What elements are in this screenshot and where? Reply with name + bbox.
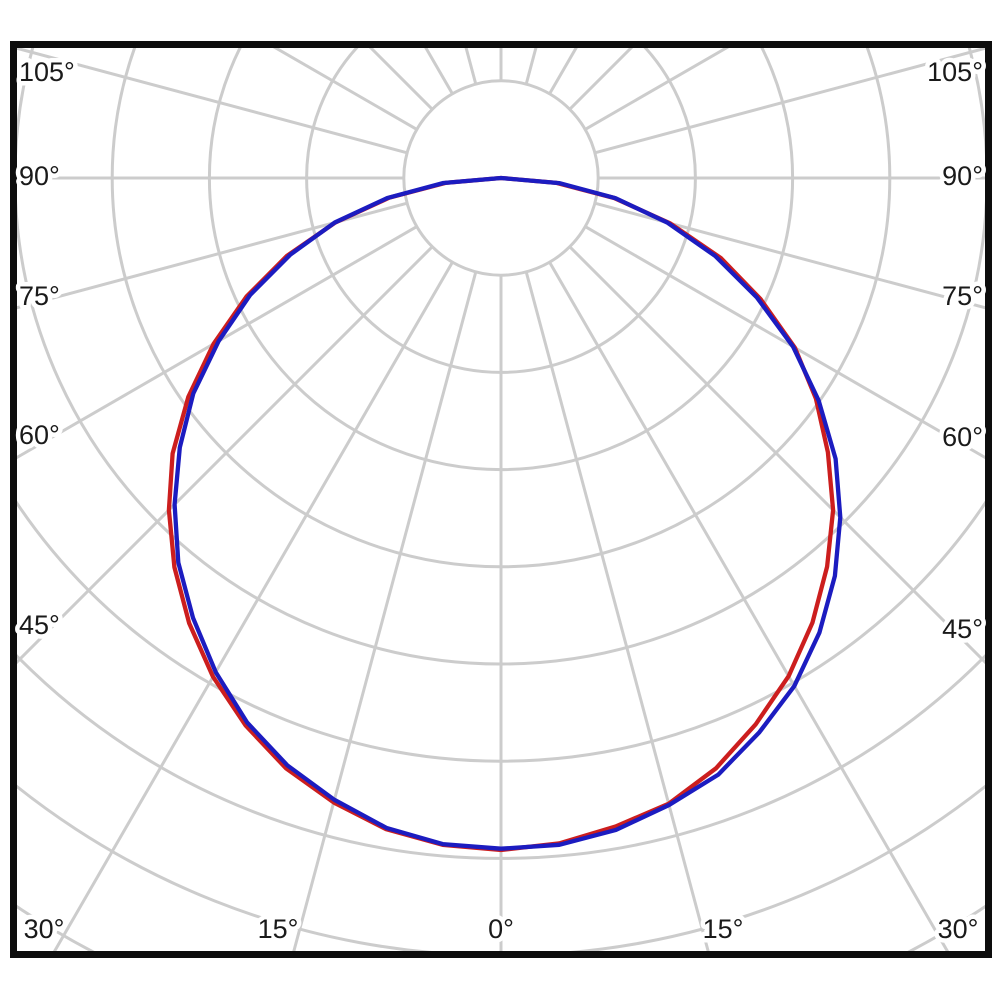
- angle-tick-label-bottom: 30°: [24, 914, 65, 944]
- radial-gridline: [17, 201, 408, 310]
- radial-gridline: [17, 48, 408, 155]
- radial-gridline: [594, 48, 985, 155]
- radial-gridline: [548, 261, 950, 951]
- radial-gridline: [568, 245, 985, 665]
- radial-gridline: [568, 48, 634, 111]
- angle-tick-label-left: 45°: [19, 610, 60, 640]
- radial-gridline: [594, 201, 985, 310]
- angle-tick-label-right: 105°: [927, 57, 983, 87]
- angle-tick-label-left: 60°: [19, 420, 60, 450]
- angle-tick-label-right: 45°: [942, 614, 983, 644]
- radial-gridline: [52, 261, 454, 951]
- radial-gridline: [584, 225, 985, 460]
- radial-gridline: [292, 271, 478, 951]
- angle-tick-label-left: 75°: [19, 281, 60, 311]
- angle-tick-label-bottom: 15°: [703, 914, 744, 944]
- radial-gridline: [17, 225, 418, 460]
- angle-tick-label-right: 60°: [942, 422, 983, 452]
- blue-curve: [172, 175, 843, 851]
- angle-tick-label-bottom: 30°: [938, 914, 979, 944]
- angle-tick-label-left: 105°: [19, 57, 75, 87]
- radial-gridline: [368, 48, 434, 111]
- angle-tick-label-left: 90°: [19, 161, 60, 191]
- angle-tick-label-right: 75°: [942, 281, 983, 311]
- radial-gridline: [17, 245, 434, 665]
- angle-tick-label-bottom: 0°: [488, 914, 514, 944]
- radial-gridline: [524, 271, 710, 951]
- angle-tick-label-bottom: 15°: [258, 914, 299, 944]
- chart-frame: [10, 41, 992, 958]
- angle-tick-label-right: 90°: [942, 161, 983, 191]
